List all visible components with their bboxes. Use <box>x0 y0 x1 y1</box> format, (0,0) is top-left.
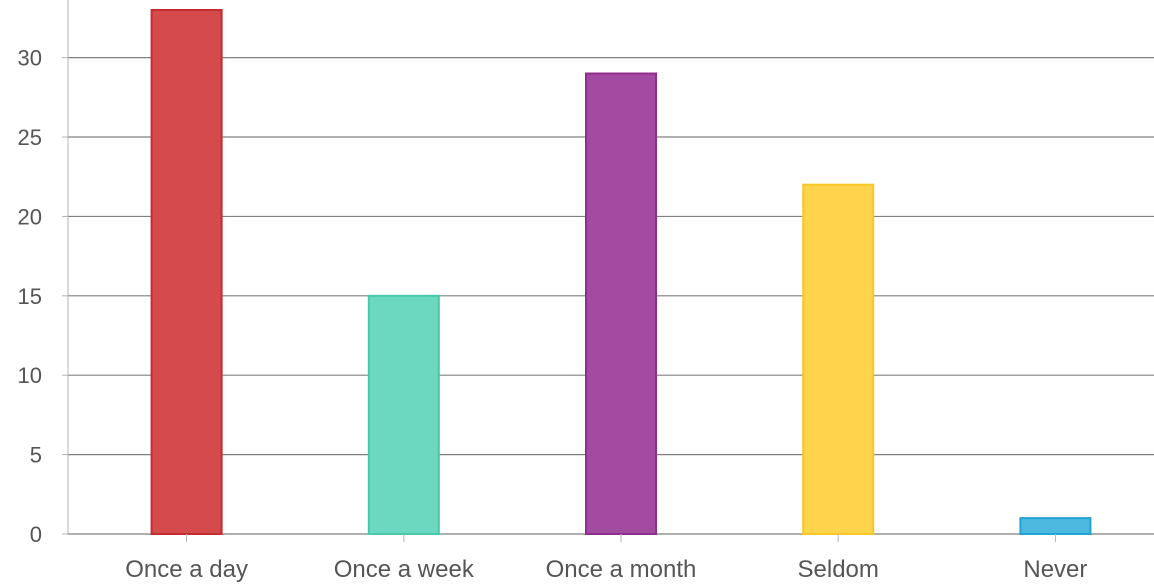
x-tick-label: Seldom <box>798 556 879 583</box>
x-tick-label: Never <box>1023 556 1087 583</box>
y-tick-label: 15 <box>18 284 42 309</box>
bar-seldom <box>802 183 875 536</box>
y-tick-label: 5 <box>30 443 42 468</box>
y-tick-label: 25 <box>18 125 42 150</box>
bar-once-a-day <box>150 9 223 535</box>
bar-never <box>1019 517 1092 536</box>
x-tick-label: Once a month <box>546 556 697 583</box>
y-tick-label: 20 <box>18 204 42 229</box>
x-axis-ticks: Once a day Once a week Once a month Seldom N… <box>125 534 1087 583</box>
x-tick-label: Once a day <box>125 556 248 583</box>
bar-once-a-week <box>367 294 440 535</box>
bars <box>150 9 1092 536</box>
y-tick-label: 0 <box>30 522 42 547</box>
x-tick-label: Once a week <box>334 556 475 583</box>
y-tick-label: 30 <box>18 46 42 71</box>
y-axis-ticks: 0 5 10 15 20 25 30 <box>18 46 68 547</box>
bar-once-a-month <box>585 72 657 536</box>
y-tick-label: 10 <box>18 363 42 388</box>
